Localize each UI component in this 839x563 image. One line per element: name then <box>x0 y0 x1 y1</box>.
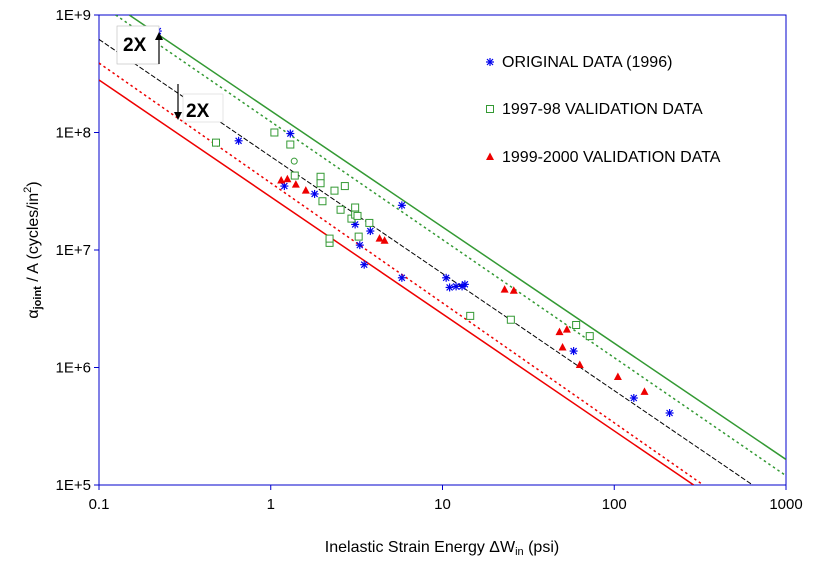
point-validation-9900 <box>640 387 649 395</box>
point-validation-9900 <box>375 234 384 242</box>
point-validation-9900 <box>613 372 622 381</box>
point-original <box>445 283 454 292</box>
x-axis-title: Inelastic Strain Energy ΔWin (psi) <box>325 539 559 558</box>
point-validation-9798 <box>506 315 515 324</box>
point-original <box>629 394 638 403</box>
point-original <box>460 280 469 289</box>
point-validation-9900 <box>500 285 509 293</box>
point-validation-9798 <box>351 203 360 212</box>
x-tick-label: 1 <box>267 496 275 513</box>
legend-marker-original <box>486 58 494 66</box>
point-original <box>360 260 369 269</box>
upper-factor-box <box>116 25 160 65</box>
point-validation-9900 <box>558 342 567 351</box>
point-original <box>397 201 406 210</box>
point-validation-9798 <box>286 140 295 149</box>
y-axis-title: αjoint / A (cycles/in2) <box>22 181 44 318</box>
point-validation-9798 <box>340 182 349 191</box>
y-tick-label: 1E+8 <box>56 125 91 142</box>
y-tick-label: 1E+5 <box>56 477 91 494</box>
legend-marker-symbol <box>486 152 494 160</box>
point-validation-9798 <box>290 171 299 180</box>
line-upper-1.5x <box>115 15 786 477</box>
legend-marker-symbol <box>486 105 494 113</box>
point-original <box>366 227 375 236</box>
point-validation-9798 <box>316 179 325 188</box>
legend-marker-validation-9798 <box>486 105 494 113</box>
point-validation-9798 <box>572 320 581 329</box>
lower-factor-annotation: 2X <box>174 84 224 123</box>
point-validation-9900 <box>380 236 389 244</box>
x-tick-label: 100 <box>602 496 627 513</box>
point-validation-9798 <box>336 205 345 214</box>
point-validation-9798 <box>212 138 221 147</box>
point-original <box>280 182 289 191</box>
legend-box <box>472 40 772 186</box>
point-validation-9798 <box>318 197 327 206</box>
line-lower-2x <box>99 79 695 485</box>
data-points <box>153 27 674 417</box>
axis-ticks: 0.1 1 10 100 1000 1E+5 1E+6 1E+7 1E+8 1E+9 <box>56 7 803 513</box>
point-original <box>397 273 406 282</box>
point-validation-9798 <box>316 172 325 181</box>
point-original <box>234 136 243 145</box>
x-tick-label: 10 <box>434 496 451 513</box>
point-original <box>286 129 295 138</box>
point-validation-9900 <box>301 186 310 194</box>
point-validation-9798 <box>353 211 362 220</box>
point-validation-9900 <box>575 360 584 369</box>
point-validation-9798 <box>325 234 334 243</box>
line-upper-2x <box>128 15 786 461</box>
lower-factor-label: 2X <box>186 101 210 122</box>
line-lower-1.5x <box>99 62 704 485</box>
lower-factor-arrowhead <box>174 112 182 120</box>
y-tick-label: 1E+9 <box>56 7 91 24</box>
point-original <box>310 189 319 198</box>
y-tick-label: 1E+7 <box>56 242 91 259</box>
point-validation-9798 <box>330 186 339 195</box>
point-original <box>442 273 451 282</box>
line-median <box>99 38 753 485</box>
legend-marker-validation-9900 <box>486 152 494 160</box>
point-original <box>569 347 578 356</box>
point-validation-9900 <box>509 286 518 294</box>
point-validation-9900 <box>277 176 286 184</box>
point-original <box>355 241 364 250</box>
upper-factor-annotation: 2X <box>116 25 163 65</box>
point-validation-9900 <box>562 325 571 333</box>
lower-factor-box <box>182 93 224 123</box>
x-tick-label: 0.1 <box>89 496 110 513</box>
point-validation-9900 <box>555 327 564 336</box>
point-validation-9798 <box>466 311 475 320</box>
reference-lines <box>99 15 786 485</box>
point-validation-9798 <box>365 218 374 227</box>
legend-label-original: ORIGINAL DATA (1996) <box>502 54 672 71</box>
y-tick-label: 1E+6 <box>56 360 91 377</box>
legend: ORIGINAL DATA (1996) 1997-98 VALIDATION … <box>472 40 772 186</box>
upper-factor-label: 2X <box>123 35 147 56</box>
legend-label-validation-9798: 1997-98 VALIDATION DATA <box>502 101 703 118</box>
point-original <box>665 408 674 417</box>
point-validation-9798 <box>585 332 594 341</box>
point-extra <box>290 157 298 165</box>
x-tick-label: 1000 <box>769 496 802 513</box>
legend-marker-symbol <box>486 58 494 66</box>
point-validation-9900 <box>291 180 300 188</box>
upper-factor-arrowhead <box>155 32 163 40</box>
point-validation-9900 <box>283 174 292 183</box>
point-validation-9798 <box>270 128 279 137</box>
legend-label-validation-9900: 1999-2000 VALIDATION DATA <box>502 149 721 166</box>
point-validation-9798 <box>354 232 363 241</box>
